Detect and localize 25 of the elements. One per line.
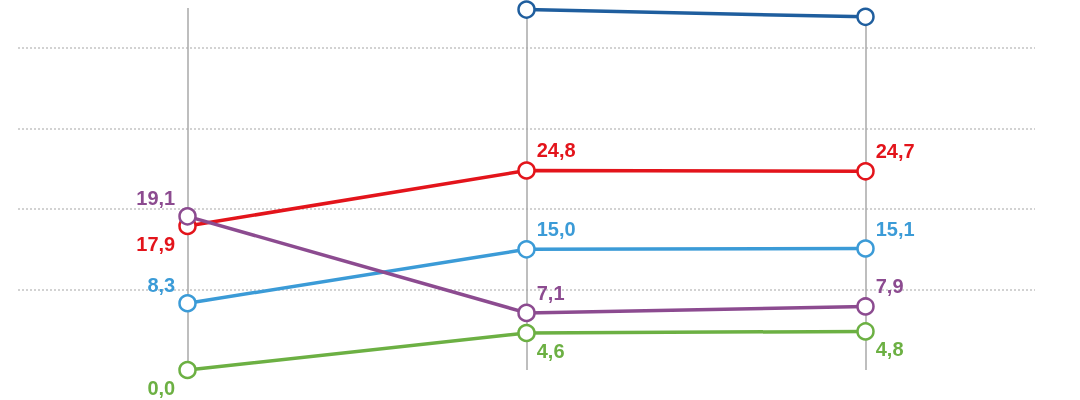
point bbox=[856, 239, 875, 258]
point bbox=[856, 162, 875, 181]
data-label: 7,9 bbox=[875, 275, 904, 298]
point bbox=[178, 360, 197, 380]
point bbox=[178, 293, 197, 313]
point bbox=[856, 322, 875, 341]
point bbox=[856, 7, 875, 27]
point bbox=[517, 161, 536, 180]
data-label: 15,0 bbox=[536, 218, 576, 241]
data-label: 24,8 bbox=[536, 139, 576, 162]
data-label: 4,8 bbox=[875, 338, 904, 361]
data-label: 7,1 bbox=[536, 281, 565, 304]
data-label: 24,7 bbox=[875, 140, 915, 163]
point bbox=[178, 207, 197, 226]
point bbox=[517, 303, 536, 323]
data-label: 19,1 bbox=[136, 187, 176, 210]
point bbox=[517, 323, 536, 343]
point bbox=[517, 240, 536, 259]
data-label: 0,0 bbox=[147, 377, 176, 399]
data-label: 8,3 bbox=[147, 274, 176, 297]
point bbox=[517, 0, 536, 19]
data-label: 4,6 bbox=[536, 340, 565, 362]
point bbox=[856, 297, 875, 316]
data-label: 17,9 bbox=[136, 233, 176, 255]
data-label: 15,1 bbox=[875, 217, 915, 240]
